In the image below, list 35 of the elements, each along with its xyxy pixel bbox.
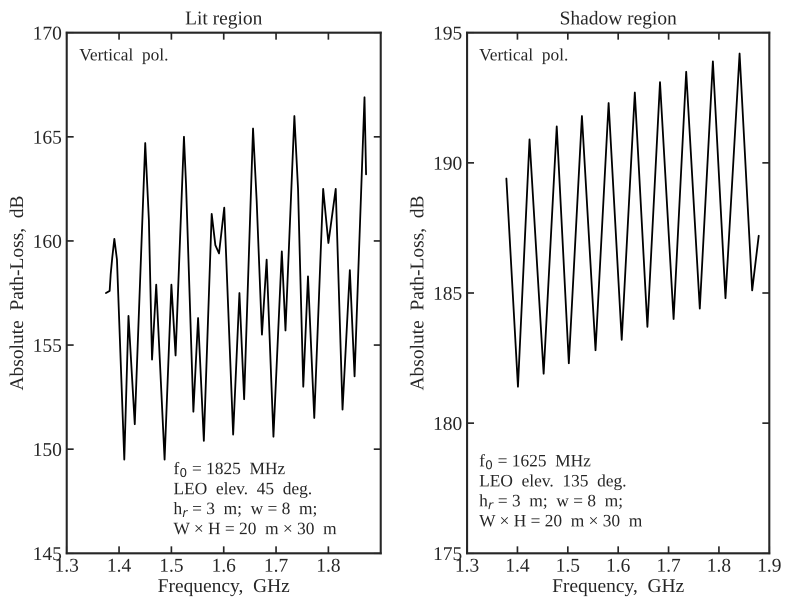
y-axis-title: Absolute Path-Loss, dB <box>410 196 426 390</box>
x-tick-label: 1.3 <box>56 558 78 572</box>
chart-title: Shadow region <box>560 10 676 29</box>
annotation: f$_{0}$ = 1825 MHz LEO elev. 45 deg. h$_{r}$ = 3 m; w = 8 m; W × H = 20 m × 30 m <box>174 462 336 534</box>
y-tick-label: 180 <box>434 416 462 430</box>
y-tick-label: 150 <box>34 442 62 456</box>
x-axis-title: Frequency, GHz <box>552 579 684 596</box>
y-axis-title: Absolute Path-Loss, dB <box>10 196 26 390</box>
x-tick-label: 1.6 <box>213 558 236 572</box>
annotation: f$_{0}$ = 1625 MHz LEO elev. 135 deg. h$_{r}$ = 3 m; w = 8 m; W × H = 20 m × 30 m <box>479 454 642 527</box>
line-series <box>105 96 367 460</box>
x-tick-label: 1.6 <box>608 558 630 572</box>
y-tick-label: 165 <box>34 130 62 144</box>
y-tick-label: 175 <box>434 547 462 560</box>
x-tick-label: 1.5 <box>557 558 580 572</box>
x-tick-label: 1.5 <box>160 558 183 572</box>
x-tick-label: 1.4 <box>507 558 530 572</box>
y-tick-label: 190 <box>434 156 462 170</box>
x-tick-label: 1.8 <box>708 558 730 572</box>
x-axis-title: Frequency, GHz <box>158 579 290 596</box>
y-tick-label: 195 <box>434 26 462 40</box>
x-tick-label: 1.7 <box>266 558 288 572</box>
chart-title: Lit region <box>186 12 262 29</box>
x-tick-label: 1.8 <box>318 558 340 572</box>
x-tick-label: 1.4 <box>108 558 131 572</box>
y-tick-label: 160 <box>34 234 62 248</box>
y-tick-label: 170 <box>34 26 62 40</box>
annotation: Vertical pol. <box>79 48 168 64</box>
y-tick-label: 145 <box>34 547 62 560</box>
x-tick-label: 1.3 <box>456 558 478 572</box>
x-tick-label: 1.9 <box>758 558 781 572</box>
y-tick-label: 155 <box>34 338 62 352</box>
annotation: Vertical pol. <box>479 48 568 64</box>
y-tick-label: 185 <box>434 286 462 300</box>
x-tick-label: 1.7 <box>658 558 680 572</box>
